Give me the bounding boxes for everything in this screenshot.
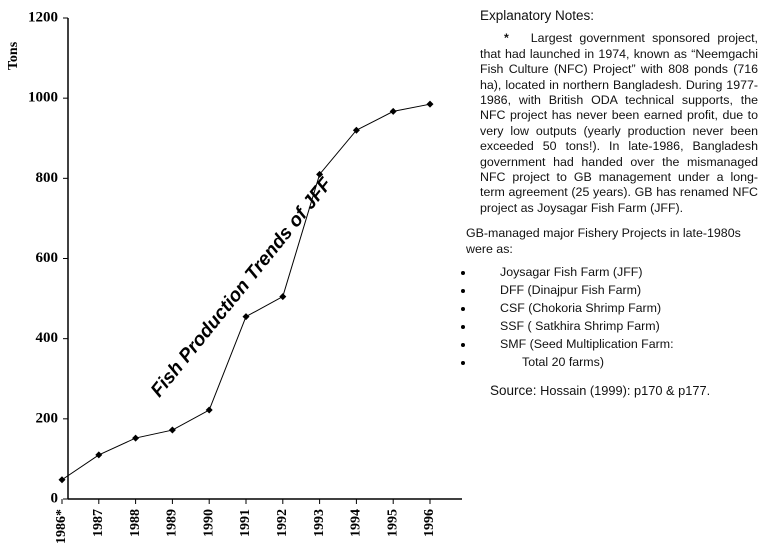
y-tick-label: 400 xyxy=(36,330,59,346)
project-item: Total 20 farms) xyxy=(461,353,760,371)
x-tick-label: 1987 xyxy=(91,509,106,537)
source-text: Hossain (1999): p170 & p177. xyxy=(540,383,711,399)
source: Source: Hossain (1999): p170 & p177. xyxy=(480,383,760,398)
project-item: SSF ( Satkhira Shrimp Farm) xyxy=(461,317,760,335)
marker xyxy=(58,476,66,484)
y-tick-label: 1000 xyxy=(28,90,58,106)
y-tick-label: 0 xyxy=(51,490,59,506)
project-item: DFF (Dinajpur Fish Farm) xyxy=(461,281,760,299)
source-label: Source: xyxy=(490,383,537,399)
x-tick-label: 1995 xyxy=(385,509,400,537)
marker xyxy=(95,451,103,459)
marker xyxy=(426,100,434,108)
y-tick-label: 1200 xyxy=(28,9,58,25)
notes-text: Largest government sponsored project, th… xyxy=(480,31,758,215)
marker xyxy=(205,406,213,414)
x-tick-label: 1991 xyxy=(238,509,253,537)
chart-title: Fish Production Trends of JFF xyxy=(147,173,337,401)
notes-heading: Explanatory Notes: xyxy=(480,8,595,23)
project-list: Joysagar Fish Farm (JFF) DFF (Dinajpur Fi… xyxy=(461,263,760,371)
notes-intro: GB-managed major Fishery Projects in lat… xyxy=(466,226,741,256)
y-tick-label: 600 xyxy=(36,250,59,266)
project-item: CSF (Chokoria Shrimp Farm) xyxy=(461,299,760,317)
x-tick-label: 1990 xyxy=(201,509,216,537)
marker xyxy=(168,426,176,434)
y-tick-label: 800 xyxy=(36,170,59,186)
notes: Explanatory Notes: * Largest government … xyxy=(461,8,760,399)
asterisk: * xyxy=(504,31,509,46)
x-tick-label: 1992 xyxy=(275,509,290,537)
x-tick-label: 1994 xyxy=(349,509,364,537)
marker xyxy=(316,170,324,178)
x-tick-label: 1988 xyxy=(128,509,143,537)
y-tick-label: 200 xyxy=(36,410,59,426)
y-axis-label: Tons xyxy=(6,41,21,70)
x-tick-label: 1993 xyxy=(312,509,327,537)
marker xyxy=(132,434,140,442)
notes-body: * Largest government sponsored project, … xyxy=(480,31,758,216)
x-tick-label: 1989 xyxy=(165,509,180,537)
x-tick-label: 1986* xyxy=(54,509,69,543)
marker xyxy=(279,293,287,301)
marker xyxy=(242,313,250,321)
project-item: Joysagar Fish Farm (JFF) xyxy=(461,263,760,281)
project-item: SMF (Seed Multiplication Farm: xyxy=(461,335,760,353)
marker xyxy=(352,126,360,134)
x-tick-label: 1996 xyxy=(422,509,437,537)
marker xyxy=(389,107,397,115)
